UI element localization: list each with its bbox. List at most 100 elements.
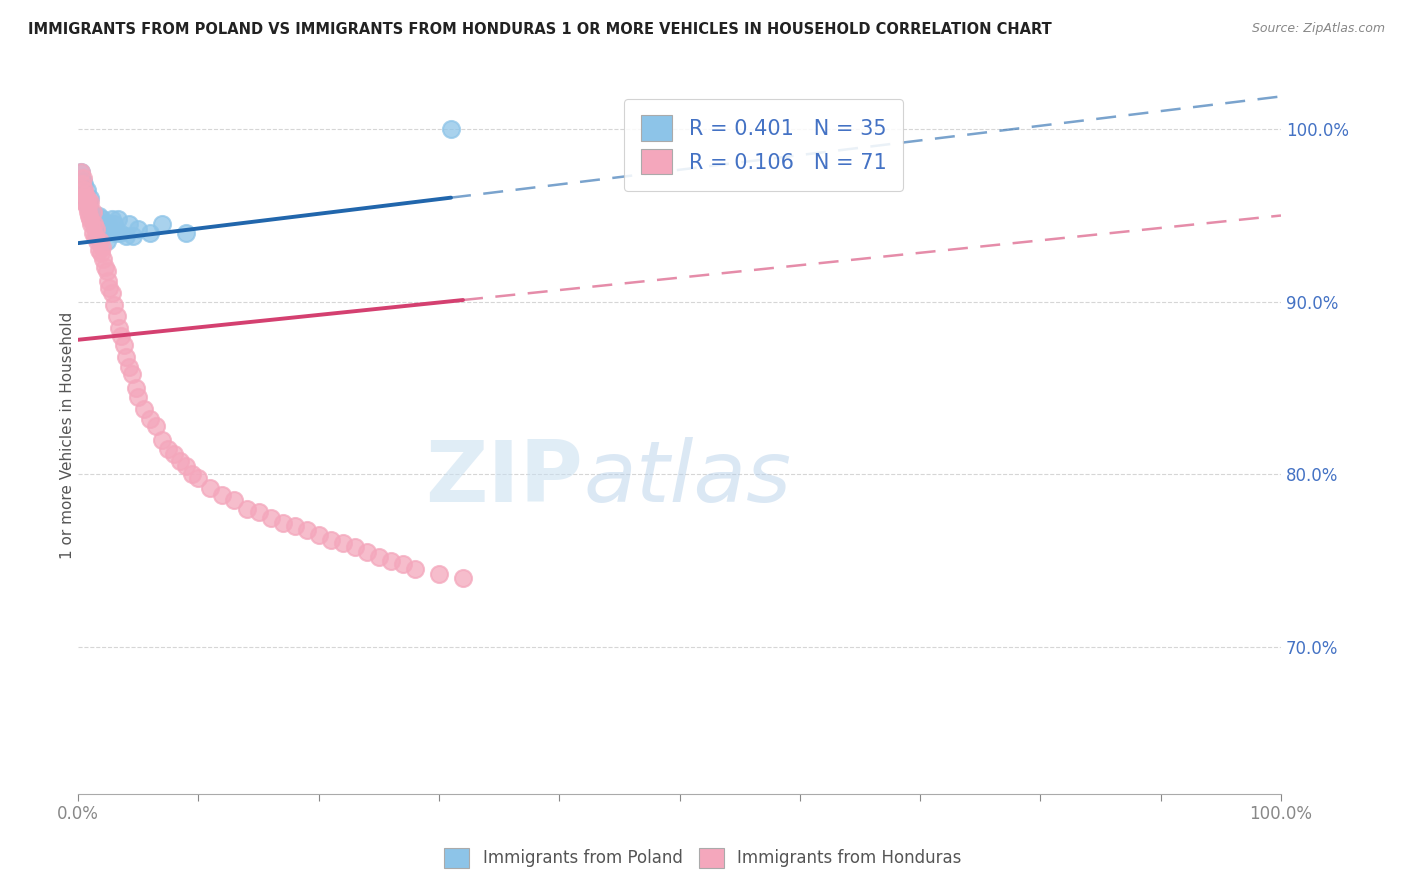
Point <box>108 320 131 334</box>
Point <box>115 229 138 244</box>
Point <box>84 222 107 236</box>
Point <box>73 178 96 192</box>
Point <box>181 467 204 482</box>
Point <box>200 481 222 495</box>
Point <box>169 453 191 467</box>
Legend: R = 0.401   N = 35, R = 0.106   N = 71: R = 0.401 N = 35, R = 0.106 N = 71 <box>624 99 903 191</box>
Point <box>76 183 98 197</box>
Point <box>451 571 474 585</box>
Point <box>104 226 127 240</box>
Point <box>89 235 111 249</box>
Point <box>284 519 307 533</box>
Point <box>83 217 105 231</box>
Point <box>97 274 120 288</box>
Point <box>84 229 107 244</box>
Point <box>224 493 246 508</box>
Point <box>122 229 145 244</box>
Point <box>117 360 139 375</box>
Point <box>80 205 103 219</box>
Point <box>380 554 402 568</box>
Point <box>96 264 118 278</box>
Point <box>69 165 91 179</box>
Point <box>90 246 112 260</box>
Point <box>76 194 98 209</box>
Point <box>150 433 173 447</box>
Point <box>271 516 294 530</box>
Point <box>82 211 104 226</box>
Point <box>134 401 156 416</box>
Point <box>392 557 415 571</box>
Point <box>79 194 101 209</box>
Point <box>332 536 354 550</box>
Point <box>127 390 149 404</box>
Point <box>83 217 105 231</box>
Point <box>90 226 112 240</box>
Point <box>110 329 132 343</box>
Point <box>145 419 167 434</box>
Point <box>79 191 101 205</box>
Point <box>76 200 98 214</box>
Point <box>235 502 257 516</box>
Point <box>163 447 186 461</box>
Point <box>117 217 139 231</box>
Point <box>105 309 128 323</box>
Point <box>211 488 233 502</box>
Point <box>84 209 107 223</box>
Text: atlas: atlas <box>583 437 792 520</box>
Point <box>101 211 124 226</box>
Text: ZIP: ZIP <box>426 437 583 520</box>
Point <box>70 178 93 192</box>
Point <box>107 211 129 226</box>
Point <box>69 165 91 179</box>
Point <box>77 200 100 214</box>
Point <box>91 211 114 226</box>
Point <box>89 217 111 231</box>
Point <box>80 217 103 231</box>
Point <box>367 550 389 565</box>
Point <box>247 505 270 519</box>
Point <box>295 523 318 537</box>
Point <box>77 209 100 223</box>
Point <box>86 229 108 244</box>
Point <box>93 260 115 275</box>
Point <box>110 226 132 240</box>
Point <box>76 205 98 219</box>
Point <box>187 471 209 485</box>
Text: IMMIGRANTS FROM POLAND VS IMMIGRANTS FROM HONDURAS 1 OR MORE VEHICLES IN HOUSEHO: IMMIGRANTS FROM POLAND VS IMMIGRANTS FRO… <box>28 22 1052 37</box>
Point <box>75 187 97 202</box>
Point <box>86 235 108 249</box>
Point <box>72 191 94 205</box>
Point <box>72 174 94 188</box>
Point <box>98 222 121 236</box>
Point <box>101 286 124 301</box>
Point <box>84 222 107 236</box>
Point <box>125 381 148 395</box>
Text: Source: ZipAtlas.com: Source: ZipAtlas.com <box>1251 22 1385 36</box>
Point <box>72 170 94 185</box>
Point <box>150 217 173 231</box>
Point <box>98 281 121 295</box>
Point <box>343 540 366 554</box>
Point <box>103 217 125 231</box>
Point <box>76 191 98 205</box>
Point <box>139 226 162 240</box>
Point <box>356 545 378 559</box>
Point <box>440 122 463 136</box>
Point <box>82 226 104 240</box>
Point <box>103 298 125 312</box>
Point <box>115 350 138 364</box>
Point <box>87 243 110 257</box>
Point <box>112 338 135 352</box>
Point <box>97 217 120 231</box>
Y-axis label: 1 or more Vehicles in Household: 1 or more Vehicles in Household <box>59 312 75 559</box>
Legend: Immigrants from Poland, Immigrants from Honduras: Immigrants from Poland, Immigrants from … <box>437 841 969 875</box>
Point <box>308 528 330 542</box>
Point <box>76 194 98 209</box>
Point <box>121 368 143 382</box>
Point <box>139 412 162 426</box>
Point <box>96 235 118 249</box>
Point <box>127 222 149 236</box>
Point <box>82 205 104 219</box>
Point <box>427 567 450 582</box>
Point <box>176 458 198 473</box>
